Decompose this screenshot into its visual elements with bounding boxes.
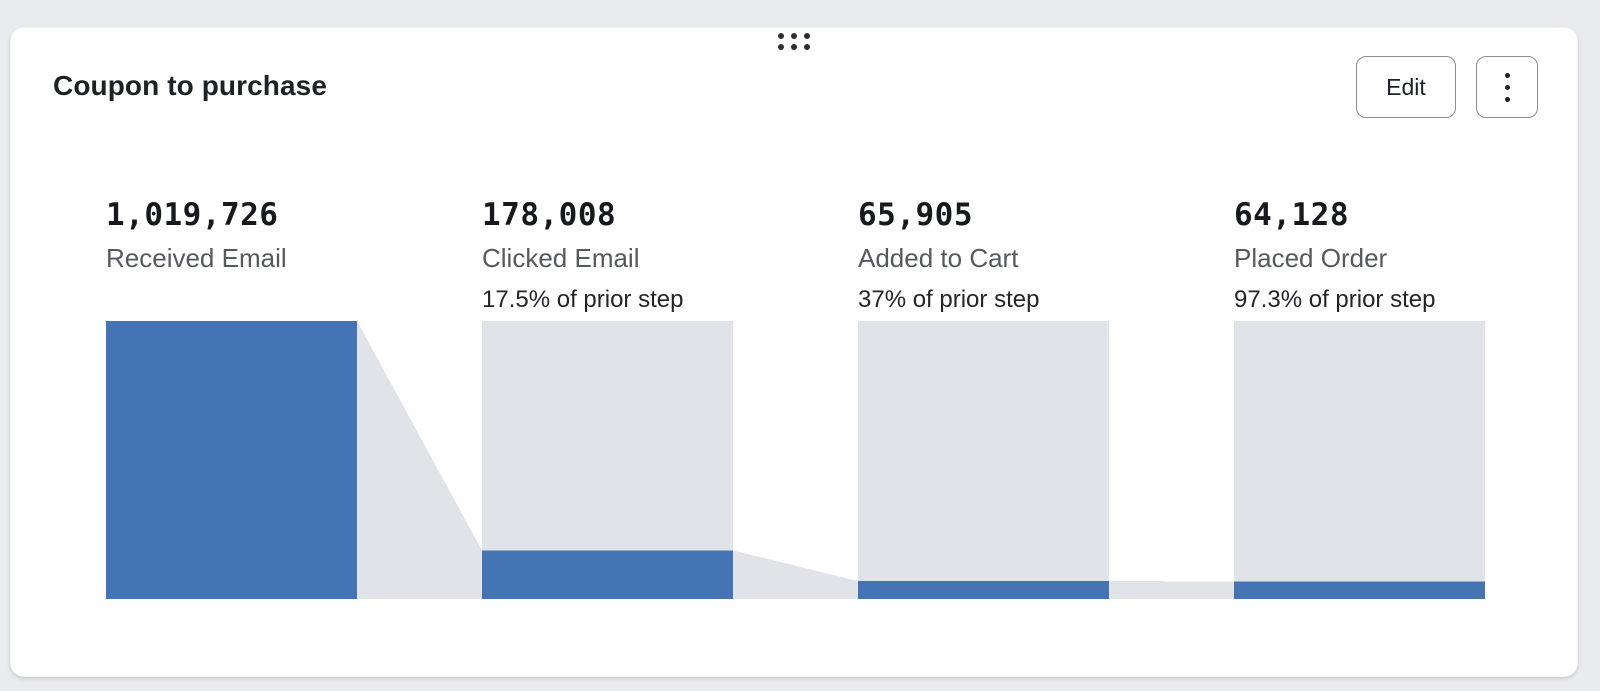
step-label: Clicked Email (482, 243, 640, 273)
funnel-bar-fill (858, 581, 1109, 599)
funnel-connector (733, 550, 858, 599)
drag-dots-icon[interactable] (774, 29, 814, 54)
step-label: Placed Order (1234, 243, 1388, 273)
card-actions: Edit (1356, 56, 1538, 118)
kebab-vertical-icon (1504, 72, 1510, 102)
funnel-bar-fill (1234, 581, 1485, 599)
step-value: 64,128 (1234, 197, 1349, 233)
funnel-step: 1,019,726 Received Email (106, 198, 466, 285)
funnel-bar-track (1234, 321, 1485, 599)
edit-button[interactable]: Edit (1356, 56, 1456, 118)
kebab-dot (1504, 72, 1510, 78)
funnel-connector (357, 321, 482, 599)
card-header: Coupon to purchase Edit (53, 56, 1538, 118)
funnel-chart (106, 321, 1485, 599)
funnel-steps-row: 1,019,726 Received Email 178,008 Clicked… (11, 28, 1577, 676)
drag-dot (791, 33, 797, 39)
funnel-step: 178,008 Clicked Email 17.5% of prior ste… (482, 198, 842, 315)
step-conversion: 97.3% of prior step (1234, 286, 1436, 313)
card-title: Coupon to purchase (53, 70, 328, 101)
funnel-bar-track (858, 321, 1109, 599)
drag-dot (804, 33, 810, 39)
funnel-bar-fill (106, 321, 357, 599)
drag-dot (791, 44, 797, 50)
step-value: 65,905 (858, 197, 973, 233)
drag-dot (804, 44, 810, 50)
more-options-button[interactable] (1476, 56, 1538, 118)
funnel-connector (1109, 581, 1234, 599)
step-label: Added to Cart (858, 243, 1019, 273)
kebab-dot (1504, 96, 1510, 102)
drag-dot (778, 44, 784, 50)
step-conversion: 17.5% of prior step (482, 286, 684, 313)
kebab-dot (1504, 84, 1510, 90)
funnel-step: 65,905 Added to Cart 37% of prior step (858, 198, 1218, 315)
drag-dot (778, 33, 784, 39)
step-value: 178,008 (482, 197, 617, 233)
funnel-bar-fill (482, 550, 733, 599)
funnel-step: 64,128 Placed Order 97.3% of prior step (1234, 198, 1594, 315)
step-conversion: 37% of prior step (858, 286, 1040, 313)
step-value: 1,019,726 (106, 197, 279, 233)
funnel-card: Coupon to purchase Edit 1,019,726 Receiv… (10, 27, 1578, 677)
step-label: Received Email (106, 243, 287, 273)
